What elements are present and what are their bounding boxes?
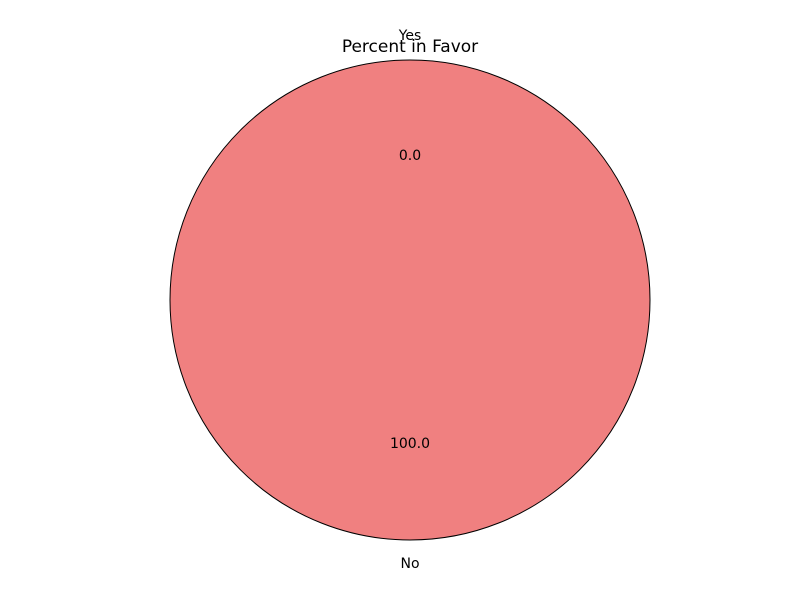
slice-value-yes: 0.0 xyxy=(399,148,421,164)
slice-value-no: 100.0 xyxy=(390,436,430,452)
pie-labels: Yes 0.0 No 100.0 xyxy=(390,28,430,572)
pie-slices xyxy=(169,59,651,541)
slice-label-yes: Yes xyxy=(398,28,422,44)
chart-title: Percent in Favor xyxy=(342,37,478,57)
slice-label-no: No xyxy=(400,556,419,572)
pie-slice-no xyxy=(169,59,651,541)
